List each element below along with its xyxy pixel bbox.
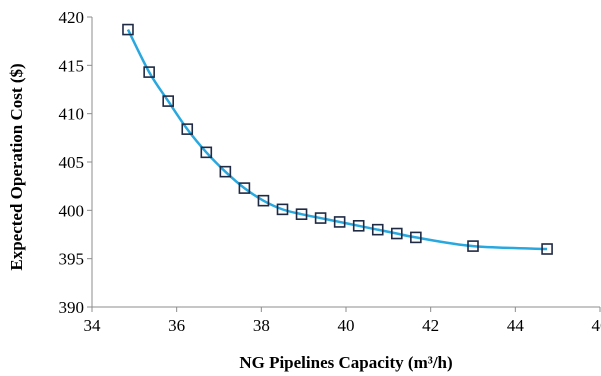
x-tick-label: 34 (84, 316, 102, 335)
data-point-marker (238, 182, 251, 194)
data-point-marker (467, 240, 479, 252)
x-tick-label: 44 (507, 316, 525, 335)
y-tick-labels: 390 395 400 405 410 415 420 (59, 8, 85, 317)
series-group (122, 23, 553, 255)
x-axis-title: NG Pipelines Capacity (m³/h) (239, 353, 452, 372)
data-point-marker (122, 23, 134, 36)
y-tick-label: 410 (59, 105, 85, 124)
data-point-marker (162, 95, 174, 107)
series-line (126, 29, 548, 251)
data-point-marker (276, 203, 289, 216)
x-tick-label: 42 (422, 316, 439, 335)
data-point-marker (143, 66, 155, 78)
x-tick-labels: 34 36 38 40 42 44 46 (84, 316, 601, 335)
y-tick-label: 415 (59, 56, 85, 75)
y-tick-label: 390 (59, 298, 85, 317)
y-axis-title: Expected Operation Cost ($) (7, 63, 26, 270)
y-tick-label: 405 (59, 153, 85, 172)
data-point-marker (333, 216, 346, 228)
y-tick-label: 420 (59, 8, 85, 27)
data-point-marker (219, 165, 232, 178)
data-point-marker (295, 208, 308, 220)
data-point-marker (352, 220, 365, 232)
y-tick-label: 395 (59, 250, 85, 269)
y-tick-label: 400 (59, 201, 85, 220)
data-point-marker (314, 212, 327, 224)
data-point-marker (371, 223, 384, 236)
data-point-marker (257, 194, 270, 207)
x-tick-label: 46 (592, 316, 601, 335)
data-point-marker (390, 227, 403, 240)
data-point-marker (541, 243, 553, 255)
data-point-marker (410, 231, 422, 244)
axes (87, 16, 601, 312)
x-tick-label: 40 (338, 316, 355, 335)
x-tick-label: 36 (168, 316, 185, 335)
x-tick-label: 38 (253, 316, 270, 335)
data-point-marker (181, 123, 194, 135)
data-point-marker (200, 146, 213, 159)
